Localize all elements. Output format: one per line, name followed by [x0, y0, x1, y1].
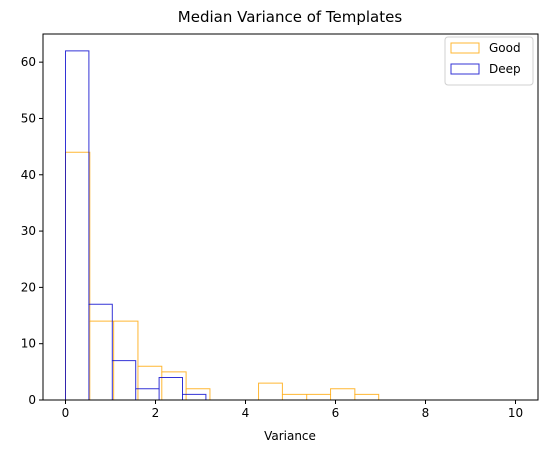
y-tick-label: 30: [21, 224, 36, 238]
bar-deep-2: [112, 361, 135, 400]
legend-label-good: Good: [489, 41, 521, 55]
legend-swatch-good: [450, 42, 480, 54]
bar-good-10: [307, 394, 331, 400]
bar-good-11: [331, 389, 355, 400]
bar-good-0: [66, 152, 90, 400]
x-axis-label: Variance: [264, 429, 316, 443]
y-tick-label: 0: [28, 393, 36, 407]
y-tick-label: 10: [21, 337, 36, 351]
y-tick-label: 50: [21, 111, 36, 125]
bar-deep-4: [159, 377, 182, 400]
x-axis: 0 2 4 6 8 10: [62, 400, 523, 420]
series-deep: [65, 50, 534, 401]
bar-deep-1: [89, 304, 112, 400]
x-tick-label: 10: [508, 406, 523, 420]
y-axis: 0 10 20 30 40 50 60: [21, 55, 43, 407]
bar-good-12: [355, 394, 379, 400]
bar-deep-3: [136, 389, 159, 400]
bar-good-8: [259, 383, 283, 400]
legend-swatch-deep: [450, 63, 480, 75]
bar-good-3: [138, 366, 162, 400]
legend: Good Deep: [444, 36, 534, 86]
x-tick-label: 4: [242, 406, 250, 420]
y-tick-label: 60: [21, 55, 36, 69]
plot-frame: [42, 33, 539, 401]
bar-good-9: [282, 394, 306, 400]
bar-deep-0: [66, 51, 89, 400]
bar-good-1: [90, 321, 114, 400]
legend-label-deep: Deep: [489, 62, 521, 76]
chart-title: Median Variance of Templates: [178, 8, 403, 26]
y-tick-label: 20: [21, 280, 36, 294]
x-tick-label: 0: [62, 406, 70, 420]
legend-box: [444, 36, 534, 86]
x-tick-label: 6: [332, 406, 340, 420]
x-tick-label: 2: [152, 406, 160, 420]
y-tick-label: 40: [21, 168, 36, 182]
x-tick-label: 8: [422, 406, 430, 420]
histogram-outline-deep: [65, 50, 534, 401]
bars-layer: [65, 50, 534, 401]
